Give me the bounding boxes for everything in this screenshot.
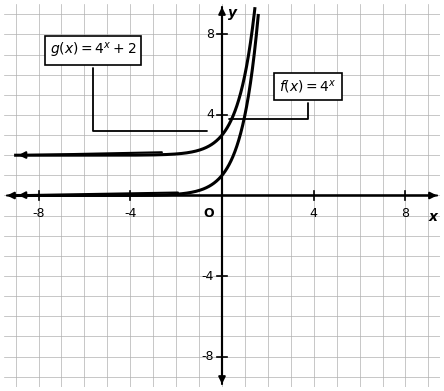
Text: 4: 4 — [310, 206, 317, 220]
Text: 8: 8 — [401, 206, 409, 220]
Text: y: y — [228, 6, 237, 20]
Text: $g(x) = 4^x + 2$: $g(x) = 4^x + 2$ — [50, 41, 206, 131]
Text: -8: -8 — [202, 350, 214, 363]
Text: x: x — [428, 210, 437, 224]
Text: 4: 4 — [206, 108, 214, 122]
Text: -4: -4 — [202, 269, 214, 283]
Text: -4: -4 — [124, 206, 136, 220]
Text: 8: 8 — [206, 28, 214, 41]
Text: O: O — [203, 206, 214, 220]
Text: $f(x) = 4^x$: $f(x) = 4^x$ — [229, 78, 337, 119]
Text: -8: -8 — [32, 206, 45, 220]
